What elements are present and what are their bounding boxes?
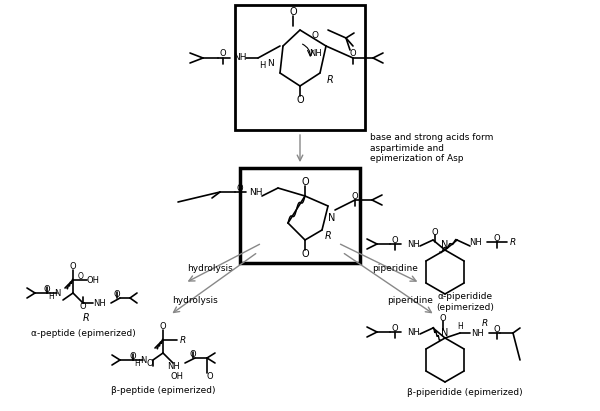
Text: O: O [80,302,86,310]
Text: hydrolysis: hydrolysis [172,296,218,305]
Text: H: H [457,321,463,330]
Text: piperidine: piperidine [372,263,418,272]
Text: O: O [160,321,166,330]
Text: O: O [44,284,50,293]
Text: O: O [113,289,121,298]
Text: NH: NH [469,238,481,247]
Text: O: O [494,325,500,333]
Text: O: O [431,228,439,236]
Text: base and strong acids form
aspartimide and
epimerization of Asp: base and strong acids form aspartimide a… [370,133,493,163]
Text: O: O [350,49,356,58]
Text: α-piperidide
(epimerized): α-piperidide (epimerized) [436,292,494,312]
Text: O: O [70,261,76,270]
Text: H: H [259,62,265,71]
Text: O: O [190,349,196,358]
Text: R: R [510,238,516,247]
Text: O: O [392,236,398,245]
Text: NH: NH [233,53,247,62]
Bar [235,5,365,130]
Text: O: O [301,249,309,259]
Text: OH: OH [170,372,184,381]
Text: N: N [442,240,449,250]
Text: O: O [392,323,398,332]
Text: O: O [236,183,244,192]
Text: α-peptide (epimerized): α-peptide (epimerized) [31,328,136,337]
Text: O: O [301,177,309,187]
Text: R: R [325,231,331,241]
Text: O: O [352,192,358,201]
Text: N: N [328,213,335,223]
Text: NH: NH [92,298,106,307]
Text: N: N [266,58,274,67]
Text: O: O [220,49,226,58]
Text: β-piperidide (epimerized): β-piperidide (epimerized) [407,388,523,397]
Text: R: R [326,75,334,85]
Text: O: O [311,32,319,41]
Text: N: N [140,356,146,365]
Text: NH: NH [310,48,322,58]
Text: O: O [78,272,84,280]
Text: H: H [48,291,54,300]
Text: O: O [130,351,136,360]
Text: H: H [134,358,140,367]
Text: hydrolysis: hydrolysis [187,263,233,272]
Text: N: N [54,289,60,298]
Text: NH: NH [407,240,419,249]
Text: NH: NH [167,362,179,370]
Text: NH: NH [407,328,419,337]
Text: O: O [296,95,304,105]
Text: R: R [482,319,488,328]
Text: O: O [440,314,446,323]
Text: O: O [289,7,297,17]
Bar [240,168,360,263]
Text: R: R [180,335,186,344]
Text: R: R [83,313,90,323]
Text: N: N [442,328,449,338]
Text: OH: OH [86,275,100,284]
Text: β-peptide (epimerized): β-peptide (epimerized) [111,386,215,395]
Text: piperidine: piperidine [387,296,433,305]
Text: O: O [206,372,214,381]
Text: O: O [494,233,500,242]
Text: NH: NH [249,187,263,196]
Text: NH: NH [470,328,484,337]
Text: O: O [146,358,154,367]
